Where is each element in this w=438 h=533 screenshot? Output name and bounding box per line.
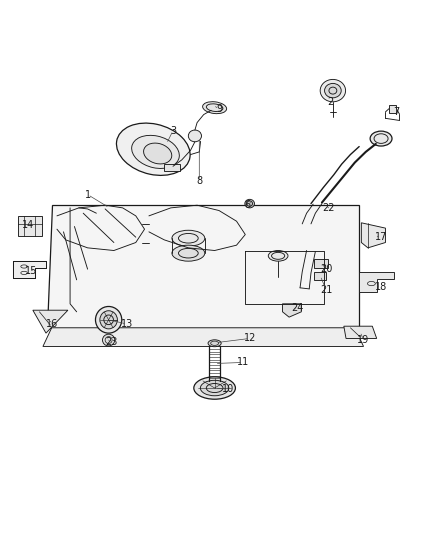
Text: 22: 22 bbox=[322, 203, 335, 213]
Text: 14: 14 bbox=[22, 221, 35, 230]
Text: 17: 17 bbox=[375, 232, 387, 242]
Polygon shape bbox=[18, 216, 42, 236]
Ellipse shape bbox=[172, 230, 205, 246]
Ellipse shape bbox=[172, 245, 205, 261]
Polygon shape bbox=[47, 205, 359, 328]
Ellipse shape bbox=[370, 131, 392, 146]
Ellipse shape bbox=[95, 306, 122, 333]
Text: 8: 8 bbox=[196, 176, 202, 186]
Polygon shape bbox=[359, 272, 394, 292]
Text: 1: 1 bbox=[85, 190, 91, 199]
Ellipse shape bbox=[268, 251, 288, 261]
Text: 23: 23 bbox=[106, 337, 118, 347]
Polygon shape bbox=[361, 223, 385, 248]
Ellipse shape bbox=[100, 311, 117, 329]
Ellipse shape bbox=[194, 377, 236, 399]
Ellipse shape bbox=[102, 334, 115, 346]
Ellipse shape bbox=[203, 102, 226, 114]
Ellipse shape bbox=[208, 340, 221, 346]
Text: 3: 3 bbox=[170, 126, 176, 135]
Text: 19: 19 bbox=[357, 335, 370, 345]
Text: 13: 13 bbox=[121, 319, 133, 329]
Text: 12: 12 bbox=[244, 334, 256, 343]
Text: 6: 6 bbox=[244, 200, 251, 210]
Polygon shape bbox=[283, 304, 301, 317]
Text: 15: 15 bbox=[25, 266, 38, 276]
Ellipse shape bbox=[132, 135, 179, 168]
Ellipse shape bbox=[245, 199, 254, 208]
Text: 9: 9 bbox=[216, 104, 222, 114]
Ellipse shape bbox=[144, 143, 172, 164]
Polygon shape bbox=[164, 164, 180, 171]
Text: 11: 11 bbox=[237, 358, 249, 367]
Polygon shape bbox=[389, 105, 396, 113]
Text: 10: 10 bbox=[222, 384, 234, 394]
Ellipse shape bbox=[320, 79, 346, 102]
Ellipse shape bbox=[117, 123, 190, 175]
Polygon shape bbox=[344, 326, 377, 338]
Polygon shape bbox=[314, 272, 326, 280]
Ellipse shape bbox=[200, 381, 229, 395]
Text: 21: 21 bbox=[320, 286, 332, 295]
Polygon shape bbox=[43, 328, 364, 346]
Polygon shape bbox=[314, 259, 328, 268]
Ellipse shape bbox=[325, 84, 341, 98]
Text: 16: 16 bbox=[46, 319, 59, 329]
Polygon shape bbox=[33, 310, 68, 333]
Text: 18: 18 bbox=[375, 282, 387, 292]
Polygon shape bbox=[13, 261, 46, 278]
Text: 24: 24 bbox=[292, 303, 304, 312]
Text: 7: 7 bbox=[393, 107, 399, 117]
Ellipse shape bbox=[188, 130, 201, 142]
Text: 2: 2 bbox=[328, 98, 334, 107]
Text: 20: 20 bbox=[320, 264, 332, 274]
